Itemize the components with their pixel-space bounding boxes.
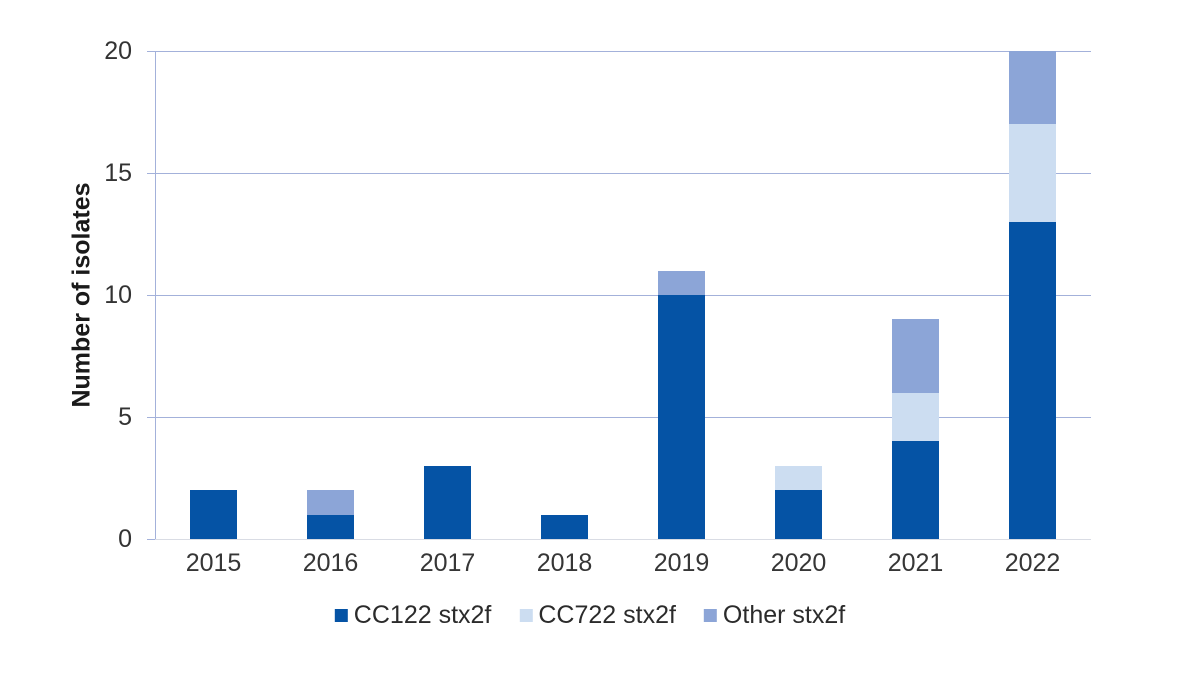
y-tick-label-15: 15 <box>104 159 132 187</box>
legend-swatch-cc722-stx2f <box>519 609 533 622</box>
bar-2022-cc122-stx2f <box>1009 221 1056 539</box>
gridline-15 <box>155 173 1091 174</box>
bar-2019-cc122-stx2f <box>658 295 705 539</box>
x-label-2015: 2015 <box>185 549 242 577</box>
bar-2020-cc722-stx2f <box>775 465 822 491</box>
legend-item-other-stx2f: Other stx2f <box>703 601 846 630</box>
bar-2020-cc122-stx2f <box>775 490 822 539</box>
y-axis-line <box>155 51 156 539</box>
x-label-2022: 2022 <box>1004 549 1061 577</box>
bar-2015-cc122-stx2f <box>190 490 237 539</box>
x-axis-baseline <box>155 539 1091 540</box>
bar-2021-other-stx2f <box>892 319 939 393</box>
legend-item-cc122-stx2f: CC122 stx2f <box>334 601 492 630</box>
y-tick-label-20: 20 <box>104 37 132 65</box>
legend-label-cc722-stx2f: CC722 stx2f <box>538 601 676 629</box>
bar-2018-cc122-stx2f <box>541 514 588 539</box>
legend-label-other-stx2f: Other stx2f <box>722 601 846 629</box>
gridline-5 <box>155 417 1091 418</box>
bar-2021-cc122-stx2f <box>892 441 939 539</box>
bar-2021-cc722-stx2f <box>892 392 939 442</box>
y-tick-15 <box>147 173 155 174</box>
bar-2016-other-stx2f <box>307 490 354 515</box>
y-tick-20 <box>147 51 155 52</box>
x-label-2021: 2021 <box>887 549 944 577</box>
y-tick-label-10: 10 <box>104 281 132 309</box>
y-tick-0 <box>147 539 155 540</box>
y-tick-label-0: 0 <box>118 525 132 553</box>
y-tick-5 <box>147 417 155 418</box>
legend-label-cc122-stx2f: CC122 stx2f <box>353 601 492 629</box>
legend-swatch-other-stx2f <box>703 609 717 622</box>
legend-item-cc722-stx2f: CC722 stx2f <box>519 601 676 630</box>
bar-2022-other-stx2f <box>1009 51 1056 125</box>
plot-area <box>155 51 1091 540</box>
y-tick-10 <box>147 295 155 296</box>
x-label-2016: 2016 <box>302 549 359 577</box>
legend-swatch-cc122-stx2f <box>334 609 348 622</box>
bar-2019-other-stx2f <box>658 270 705 295</box>
bar-2016-cc122-stx2f <box>307 514 354 539</box>
bar-2017-cc122-stx2f <box>424 465 471 539</box>
x-label-2018: 2018 <box>536 549 593 577</box>
gridline-20 <box>155 51 1091 52</box>
x-label-2017: 2017 <box>419 549 476 577</box>
bar-2022-cc722-stx2f <box>1009 124 1056 222</box>
gridline-10 <box>155 295 1091 296</box>
legend: CC122 stx2f CC722 stx2f Other stx2f <box>334 601 846 630</box>
y-tick-label-5: 5 <box>118 403 132 431</box>
x-label-2020: 2020 <box>770 549 827 577</box>
x-label-2019: 2019 <box>653 549 710 577</box>
